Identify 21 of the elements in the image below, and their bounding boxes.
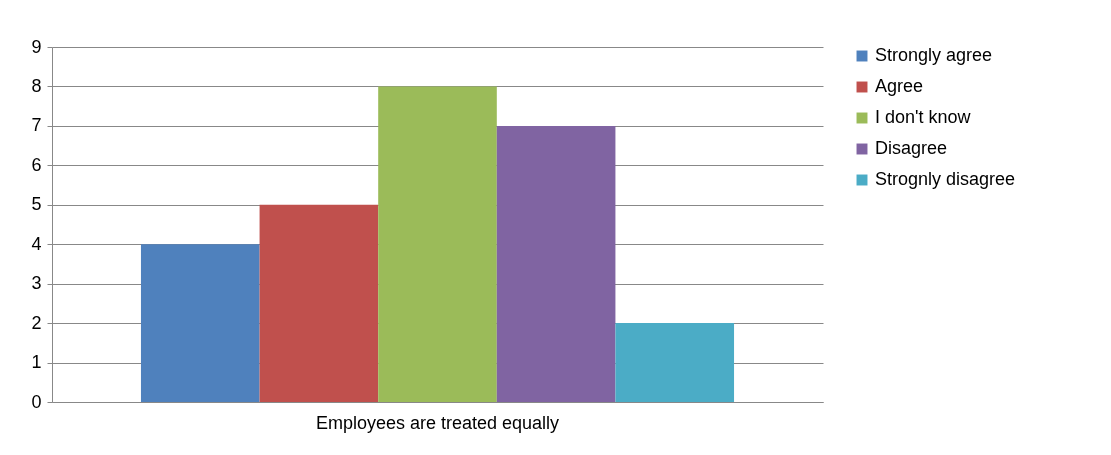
bar (259, 204, 379, 402)
legend-label: Disagree (875, 138, 948, 158)
y-tick-label: 6 (31, 154, 42, 175)
legend-label: Agree (875, 76, 924, 96)
y-tick-label: 7 (31, 115, 42, 136)
legend-label: I don't know (875, 107, 972, 127)
y-tick-label: 1 (31, 352, 42, 373)
legend-label: Strongly agree (875, 45, 993, 65)
y-tick-label: 5 (31, 194, 42, 215)
y-tick-label: 2 (31, 312, 42, 333)
bar (615, 323, 735, 402)
bar (496, 125, 616, 402)
y-tick-label: 8 (31, 75, 42, 96)
legend-label: Strognly disagree (875, 169, 1016, 189)
y-tick-label: 9 (31, 36, 42, 57)
y-tick-label: 4 (31, 233, 42, 254)
y-tick-label: 3 (31, 273, 42, 294)
y-tick-label: 0 (31, 391, 42, 412)
bar (140, 244, 260, 402)
x-tick-label: Employees are treated equally (315, 412, 560, 433)
bar (378, 86, 497, 402)
